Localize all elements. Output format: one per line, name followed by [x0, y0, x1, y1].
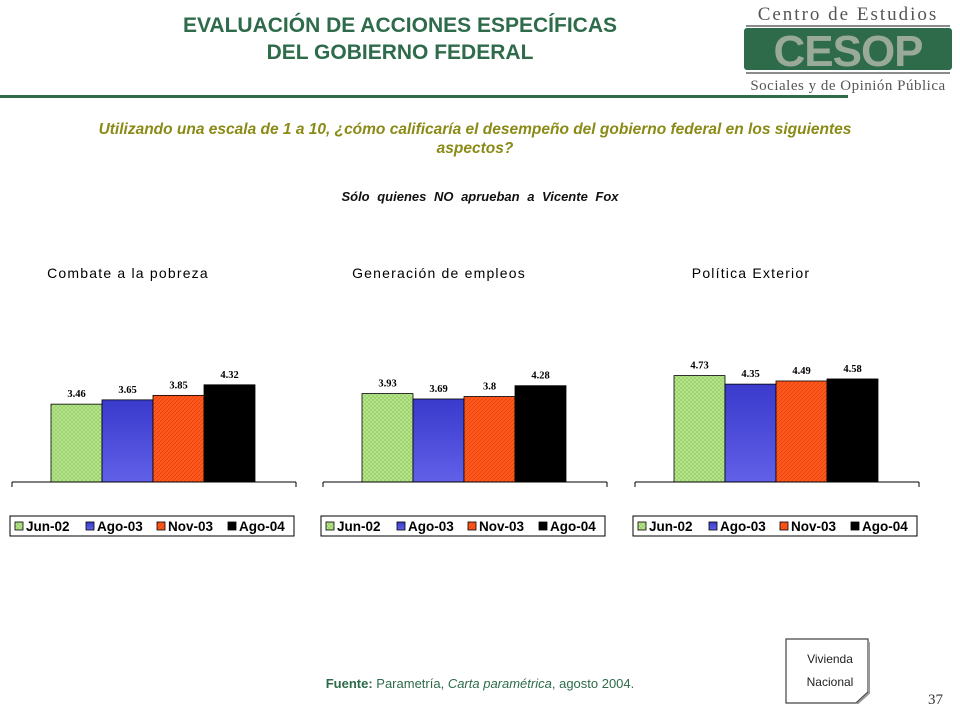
source-citation: Fuente: Parametría, Carta paramétrica, a… [200, 676, 760, 691]
chart-title: Política Exterior [692, 265, 810, 281]
bar-nov-03 [152, 394, 205, 483]
legend-label: Ago-04 [239, 519, 285, 534]
legend-label: Ago-04 [550, 519, 596, 534]
bar-value-label: 4.28 [531, 371, 549, 382]
legend-label: Nov-03 [791, 519, 837, 534]
bar-value-label: 3.46 [67, 389, 85, 400]
legend-label: Nov-03 [479, 519, 525, 534]
bar-value-label: 3.65 [118, 385, 136, 396]
bar-value-label: 4.73 [690, 361, 708, 372]
chart-generacion-empleos: Generación de empleos 3.93 3.69 3.8 4.28 Jun-… [319, 258, 619, 558]
legend-swatch [637, 521, 647, 531]
note-line-2: Nacional [806, 675, 854, 689]
cesop-logo-graphic: Centro de Estudios CESOP Sociales y de O… [744, 4, 952, 94]
legend-frame [632, 515, 918, 537]
legend-label: Ago-03 [97, 519, 143, 534]
sample-note: Vivienda Nacional [785, 638, 880, 704]
bar-jun-02 [50, 403, 103, 483]
legend-swatch [396, 521, 406, 531]
bar-jun-02 [673, 375, 726, 483]
note-line-1: Vivienda [807, 652, 853, 666]
legend-swatch [779, 521, 789, 531]
bar-ago-03 [101, 399, 154, 483]
chart-legend: Jun-02 Ago-03 Nov-03 Ago-04 [632, 515, 918, 537]
chart-svg: Combate a la pobreza 3.46 3.65 3.85 4.32 Jun-… [9, 265, 297, 537]
legend-swatch [538, 521, 548, 531]
chart-legend: Jun-02 Ago-03 Nov-03 Ago-04 [320, 515, 606, 537]
header-divider [0, 95, 848, 98]
legend-swatch [850, 521, 860, 531]
chart-combate-pobreza: Combate a la pobreza 3.46 3.65 3.85 4.32 Jun-… [8, 258, 308, 558]
bar-value-label: 4.32 [220, 370, 238, 381]
legend-swatch [325, 521, 335, 531]
legend-swatch [227, 521, 237, 531]
logo-bottom-text: Sociales y de Opinión Pública [750, 78, 945, 94]
x-axis-line [322, 481, 608, 487]
page-title: EVALUACIÓN DE ACCIONES ESPECÍFICAS DEL G… [100, 12, 700, 66]
chart-svg: Generación de empleos 3.93 3.69 3.8 4.28 Jun-… [320, 265, 608, 537]
bar-value-label: 3.85 [169, 380, 187, 391]
legend-frame [9, 515, 295, 537]
legend-label: Jun-02 [26, 519, 70, 534]
legend-swatch [708, 521, 718, 531]
bar-value-label: 4.35 [741, 369, 759, 380]
respondent-subset-label: Sólo quienes NO aprueban a Vicente Fox [341, 189, 619, 204]
legend-swatch [85, 521, 95, 531]
x-axis-line [11, 481, 297, 487]
title-line-2: DEL GOBIERNO FEDERAL [266, 41, 534, 64]
chart-legend: Jun-02 Ago-03 Nov-03 Ago-04 [9, 515, 295, 537]
title-line-1: EVALUACIÓN DE ACCIONES ESPECÍFICAS [182, 14, 618, 37]
bar-value-label: 4.58 [843, 364, 861, 375]
cesop-logo: Centro de Estudios CESOP Sociales y de O… [736, 2, 956, 94]
x-axis-line [634, 481, 920, 487]
legend-swatch [467, 521, 477, 531]
bar-value-label: 4.49 [792, 366, 810, 377]
bar-value-label: 3.93 [378, 379, 396, 390]
legend-label: Ago-03 [720, 519, 766, 534]
chart-title: Generación de empleos [352, 265, 526, 281]
source-publisher: Parametría, [372, 676, 448, 691]
bar-nov-03 [775, 380, 828, 483]
source-publication: Carta paramétrica [447, 676, 552, 691]
bar-ago-04 [203, 384, 256, 483]
bar-ago-03 [724, 383, 777, 483]
legend-swatch [156, 521, 166, 531]
bar-jun-02 [361, 393, 414, 483]
logo-block [744, 28, 952, 70]
legend-label: Ago-04 [862, 519, 908, 534]
legend-swatch [14, 521, 24, 531]
logo-top-text: Centro de Estudios [758, 4, 939, 25]
source-label: Fuente: [325, 676, 373, 691]
logo-letters: CESOP [773, 27, 922, 76]
legend-label: Jun-02 [337, 519, 381, 534]
bar-nov-03 [463, 396, 516, 483]
legend-label: Nov-03 [168, 519, 214, 534]
note-frame [785, 638, 870, 704]
bar-value-label: 3.8 [483, 382, 496, 393]
bar-ago-04 [826, 378, 879, 483]
legend-frame [320, 515, 606, 537]
bar-ago-04 [514, 385, 567, 483]
chart-politica-exterior: Política Exterior 4.73 4.35 4.49 4.58 Jun-02 A… [631, 258, 931, 558]
bar-value-label: 3.69 [429, 384, 447, 395]
page-number: 37 [928, 692, 943, 708]
chart-svg: Política Exterior 4.73 4.35 4.49 4.58 Jun-02 A… [632, 265, 920, 537]
chart-title: Combate a la pobreza [47, 265, 209, 281]
legend-label: Ago-03 [408, 519, 454, 534]
legend-label: Jun-02 [649, 519, 693, 534]
source-date: , agosto 2004. [551, 676, 635, 691]
survey-question: Utilizando una escala de 1 a 10, ¿cómo c… [98, 121, 852, 157]
bar-ago-03 [412, 398, 465, 483]
